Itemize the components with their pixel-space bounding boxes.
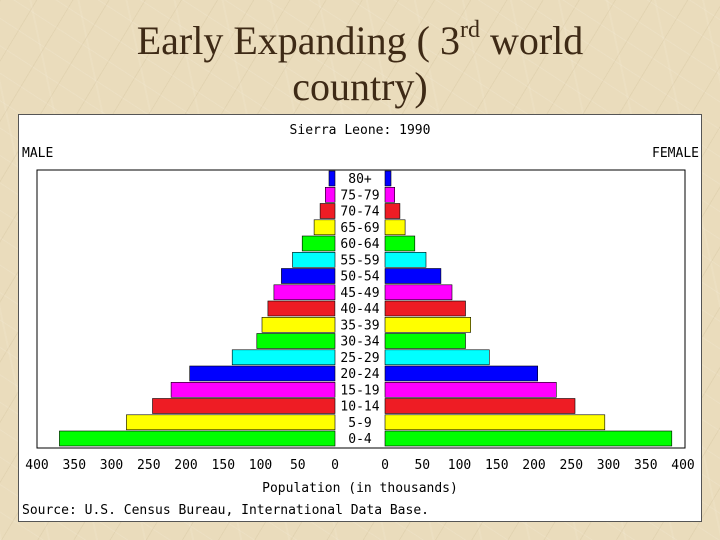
age-group-label: 0-4 xyxy=(348,432,372,447)
male-bar-65-69 xyxy=(313,219,336,236)
x-tick-label-male: 300 xyxy=(100,458,123,473)
x-tick-label-male: 100 xyxy=(249,458,272,473)
tick-labels-layer: 400 350 300 250 200 150 100 50 0 0 50 100 150 200 250 3… xyxy=(25,458,694,473)
x-tick-label-female: 0 xyxy=(381,458,389,473)
female-bar-80+ xyxy=(384,170,392,187)
x-tick-label-female: 300 xyxy=(597,458,620,473)
slide-title-line1: Early Expanding ( 3rd world xyxy=(0,18,720,64)
chart-title: Sierra Leone: 1990 xyxy=(290,123,431,138)
male-bar-70-74 xyxy=(319,203,336,219)
x-tick-label-male: 50 xyxy=(290,458,306,473)
female-bar-0-4 xyxy=(384,430,673,447)
age-group-label: 40-44 xyxy=(340,302,379,317)
slide-title-part2: world xyxy=(479,18,584,63)
female-bar-70-74 xyxy=(384,203,401,219)
male-bar-20-24 xyxy=(189,365,336,382)
male-bar-55-59 xyxy=(292,252,336,268)
female-bar-60-64 xyxy=(384,235,416,252)
age-group-label: 25-29 xyxy=(340,351,379,366)
x-axis-label: Population (in thousands) xyxy=(262,481,458,496)
age-group-label: 50-54 xyxy=(340,270,379,285)
male-bar-75-79 xyxy=(324,187,336,203)
male-bar-40-44 xyxy=(267,300,336,317)
male-bar-35-39 xyxy=(261,317,336,333)
age-group-label: 20-24 xyxy=(340,367,379,382)
x-tick-label-female: 150 xyxy=(485,458,508,473)
x-tick-label-male: 250 xyxy=(137,458,160,473)
male-label: MALE xyxy=(22,146,53,161)
female-bar-75-79 xyxy=(384,187,395,203)
x-tick-label-female: 50 xyxy=(414,458,430,473)
slide-title-part1: Early Expanding ( 3 xyxy=(136,18,460,63)
x-tick-label-female: 100 xyxy=(448,458,471,473)
x-tick-label-male: 200 xyxy=(174,458,197,473)
plot-frame xyxy=(36,169,686,449)
male-bar-80+ xyxy=(328,170,336,187)
x-tick-label-male: 0 xyxy=(331,458,339,473)
female-bar-45-49 xyxy=(384,284,453,301)
male-bar-45-49 xyxy=(273,284,336,301)
age-group-label: 65-69 xyxy=(340,221,379,236)
female-bar-40-44 xyxy=(384,300,466,317)
female-bar-10-14 xyxy=(384,398,576,414)
age-group-label: 80+ xyxy=(348,172,372,187)
male-bar-25-29 xyxy=(231,349,336,366)
female-bar-55-59 xyxy=(384,252,427,268)
slide-title: Early Expanding ( 3rd world country) xyxy=(0,18,720,110)
female-label: FEMALE xyxy=(652,146,699,161)
female-bar-5-9 xyxy=(384,414,606,431)
female-bar-50-54 xyxy=(384,268,442,284)
x-tick-label-female: 200 xyxy=(522,458,545,473)
x-tick-label-male: 350 xyxy=(63,458,86,473)
x-tick-label-female: 250 xyxy=(560,458,583,473)
age-group-label: 35-39 xyxy=(340,318,379,333)
chart-canvas: Sierra Leone: 1990 MALE FEMALE 80+75-79 7… xyxy=(22,123,699,518)
female-bar-20-24 xyxy=(384,365,538,382)
x-tick-label-female: 350 xyxy=(634,458,657,473)
male-bar-0-4 xyxy=(59,430,336,447)
age-group-label: 55-59 xyxy=(340,253,379,268)
female-bar-15-19 xyxy=(384,381,557,398)
female-bar-25-29 xyxy=(384,349,490,366)
population-pyramid-chart: Sierra Leone: 1990 MALE FEMALE 80+ 75-79 7… xyxy=(18,114,702,522)
age-group-label: 15-19 xyxy=(340,383,379,398)
female-bar-30-34 xyxy=(384,333,466,349)
age-group-label: 70-74 xyxy=(340,205,379,220)
slide-title-line2: country) xyxy=(292,64,428,109)
age-group-label: 30-34 xyxy=(340,335,379,350)
slide-title-superscript: rd xyxy=(459,17,480,43)
age-group-label: 45-49 xyxy=(340,286,379,301)
x-tick-label-male: 400 xyxy=(25,458,48,473)
age-group-label: 5-9 xyxy=(348,416,371,431)
male-bar-50-54 xyxy=(281,268,336,284)
male-bar-15-19 xyxy=(170,381,336,398)
age-group-label: 10-14 xyxy=(340,400,379,415)
female-bar-65-69 xyxy=(384,219,406,236)
x-tick-label-male: 150 xyxy=(212,458,235,473)
male-bar-5-9 xyxy=(126,414,336,431)
female-bar-35-39 xyxy=(384,317,471,333)
male-bar-60-64 xyxy=(301,235,336,252)
source-note: Source: U.S. Census Bureau, Internationa… xyxy=(22,503,429,518)
age-group-label: 60-64 xyxy=(340,237,379,252)
age-group-label: 75-79 xyxy=(340,188,379,203)
x-tick-label-female: 400 xyxy=(671,458,694,473)
male-bar-30-34 xyxy=(256,333,336,349)
male-bar-10-14 xyxy=(152,398,336,414)
